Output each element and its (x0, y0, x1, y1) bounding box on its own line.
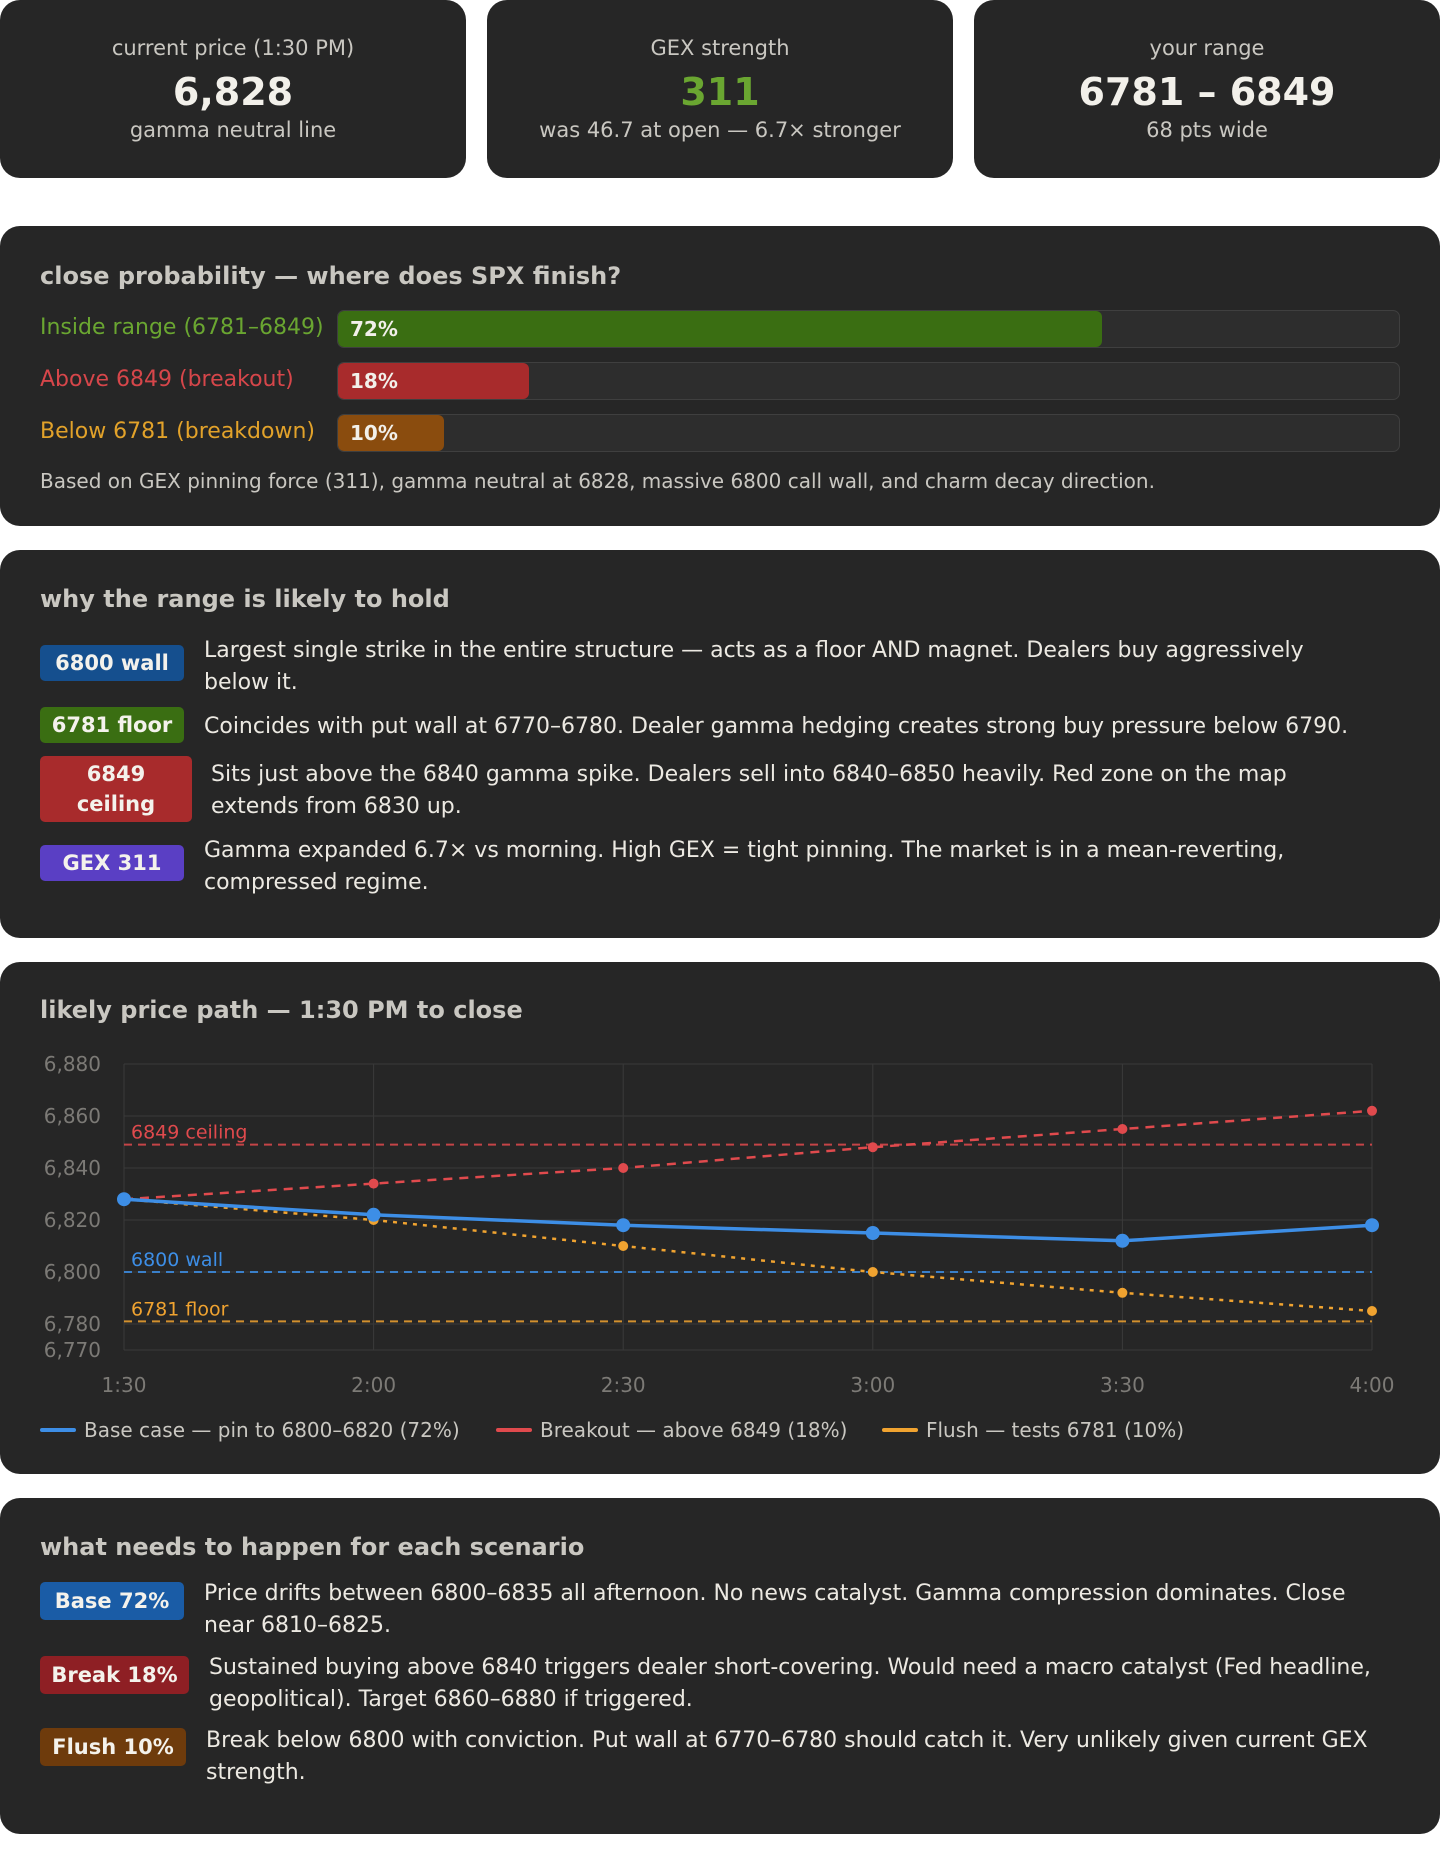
badge-6800-wall: 6800 wall (40, 645, 184, 681)
badge-6781-floor: 6781 floor (40, 707, 184, 743)
scenario-base-text: Price drifts between 6800–6835 all after… (204, 1581, 1346, 1638)
prob-row-above: Above 6849 (breakout) 18% (40, 362, 1400, 400)
y-tick-label: 6,840 (44, 1156, 101, 1180)
badge-gex-311: GEX 311 (40, 845, 184, 881)
prob-pct-below: 10% (350, 421, 398, 445)
legend-breakout: Breakout — above 6849 (18%) (496, 1418, 847, 1442)
series-point-0 (865, 1226, 880, 1240)
scenario-flush-text: Break below 6800 with conviction. Put wa… (206, 1728, 1368, 1785)
x-tick-label: 3:30 (1100, 1373, 1145, 1397)
legend-breakout-swatch (496, 1428, 532, 1432)
scenario-break-text: Sustained buying above 6840 triggers dea… (209, 1655, 1371, 1712)
series-point-1 (618, 1163, 629, 1173)
reason-6849-ceiling: Sits just above the 6840 gamma spike. De… (211, 762, 1287, 819)
current-price-card: current price (1:30 PM) 6,828 gamma neut… (0, 0, 466, 178)
legend-flush: Flush — tests 6781 (10%) (882, 1418, 1184, 1442)
legend-flush-label: Flush — tests 6781 (10%) (926, 1418, 1185, 1442)
close-probability-title: close probability — where does SPX finis… (40, 262, 622, 290)
prob-pct-inside: 72% (350, 317, 398, 341)
gex-strength-value: 311 (680, 70, 760, 114)
badge-break: Break 18% (40, 1656, 189, 1694)
y-tick-label: 6,780 (44, 1312, 101, 1336)
reference-line-label: 6800 wall (131, 1249, 223, 1271)
reason-6781-floor: Coincides with put wall at 6770–6780. De… (204, 714, 1349, 739)
your-range-value: 6781 – 6849 (1078, 70, 1336, 114)
x-tick-label: 1:30 (102, 1373, 147, 1397)
reason-gex-311: Gamma expanded 6.7× vs morning. High GEX… (204, 838, 1285, 895)
series-line-2 (123, 1197, 1373, 1313)
current-price-label: current price (1:30 PM) (111, 36, 355, 60)
current-price-sub: gamma neutral line (129, 118, 337, 142)
series-point-0 (117, 1192, 131, 1207)
prob-row-below: Below 6781 (breakdown) 10% (40, 414, 1400, 452)
prob-track-above: 18% (337, 362, 1400, 400)
series-point-0 (1115, 1233, 1130, 1248)
series-point-1 (1117, 1124, 1128, 1134)
y-tick-label: 6,860 (44, 1104, 101, 1128)
prob-label-below: Below 6781 (breakdown) (40, 419, 315, 444)
gex-strength-label: GEX strength (650, 36, 790, 60)
gex-strength-card: GEX strength 311 was 46.7 at open — 6.7×… (487, 0, 953, 178)
series-line-1 (123, 1109, 1373, 1201)
legend-breakout-label: Breakout — above 6849 (18%) (540, 1418, 848, 1442)
series-point-0 (1365, 1218, 1379, 1233)
y-tick-label: 6,800 (44, 1260, 101, 1284)
price-path-card: likely price path — 1:30 PM to close (0, 962, 1440, 1474)
y-tick-label: 6,880 (44, 1052, 101, 1076)
prob-row-inside: Inside range (6781–6849) 72% (40, 310, 1400, 348)
x-tick-label: 4:00 (1350, 1373, 1395, 1397)
prob-pct-above: 18% (350, 369, 398, 393)
prob-fill-below (338, 415, 445, 451)
series-point-0 (366, 1207, 381, 1222)
legend-flush-swatch (882, 1428, 918, 1432)
prob-track-below: 10% (337, 414, 1400, 452)
legend-base-swatch (40, 1428, 76, 1432)
badge-6849-ceiling: 6849 ceiling (40, 756, 192, 822)
close-probability-card: close probability — where does SPX finis… (0, 226, 1440, 526)
series-point-2 (1367, 1306, 1377, 1316)
scenarios-card: what needs to happen for each scenario B… (0, 1498, 1440, 1834)
series-point-2 (618, 1241, 629, 1251)
series-point-1 (368, 1178, 379, 1189)
x-tick-label: 2:30 (601, 1373, 646, 1397)
y-tick-label: 6,820 (44, 1208, 101, 1232)
series-point-1 (867, 1142, 878, 1153)
badge-base: Base 72% (40, 1582, 184, 1620)
legend-base-label: Base case — pin to 6800–6820 (72%) (84, 1418, 460, 1442)
current-price-value: 6,828 (172, 70, 294, 114)
your-range-sub: 68 pts wide (1146, 118, 1268, 142)
why-range-card: why the range is likely to hold 6800 wal… (0, 550, 1440, 938)
badge-flush: Flush 10% (40, 1728, 186, 1766)
x-tick-label: 3:00 (850, 1373, 895, 1397)
prob-fill-above (338, 363, 529, 399)
prob-label-inside: Inside range (6781–6849) (40, 315, 324, 340)
reference-line-label: 6849 ceiling (131, 1122, 247, 1144)
legend-base: Base case — pin to 6800–6820 (72%) (40, 1418, 460, 1442)
prob-track-inside: 72% (337, 310, 1400, 348)
why-range-title: why the range is likely to hold (40, 585, 450, 613)
price-path-title: likely price path — 1:30 PM to close (40, 996, 523, 1024)
scenarios-title: what needs to happen for each scenario (40, 1533, 585, 1561)
series-point-1 (1367, 1105, 1377, 1116)
your-range-card: your range 6781 – 6849 68 pts wide (974, 0, 1440, 178)
prob-fill-inside (338, 311, 1102, 347)
y-tick-label: 6,770 (44, 1338, 101, 1362)
your-range-label: your range (1149, 36, 1265, 60)
series-line-0 (123, 1197, 1373, 1243)
gex-strength-sub: was 46.7 at open — 6.7× stronger (539, 118, 901, 142)
series-point-0 (616, 1218, 631, 1233)
reference-line-label: 6781 floor (131, 1298, 229, 1320)
probability-note: Based on GEX pinning force (311), gamma … (40, 469, 1155, 493)
prob-label-above: Above 6849 (breakout) (40, 367, 294, 392)
series-point-2 (1117, 1287, 1128, 1298)
series-point-2 (867, 1267, 878, 1277)
reason-6800-wall: Largest single strike in the entire stru… (204, 638, 1304, 695)
x-tick-label: 2:00 (351, 1373, 396, 1397)
